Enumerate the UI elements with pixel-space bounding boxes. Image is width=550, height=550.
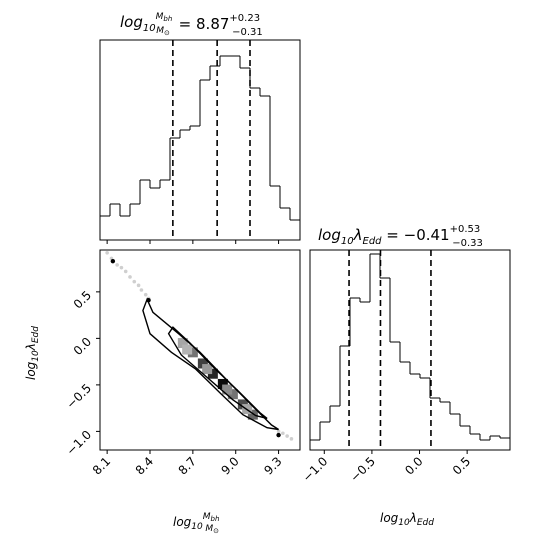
edd-hist-xtick-label: 0.5 bbox=[450, 454, 473, 477]
scatter-point bbox=[119, 265, 124, 270]
outlier-point bbox=[276, 432, 281, 438]
scatter-point bbox=[136, 283, 141, 288]
density-xtick-label: 8.4 bbox=[133, 454, 156, 477]
density-cell bbox=[247, 409, 258, 420]
density-ytick-label: −1.0 bbox=[64, 428, 95, 459]
x-axis-label-mass: log10Mbh M⊙ bbox=[173, 512, 219, 535]
density-cell bbox=[217, 378, 228, 389]
scatter-point bbox=[276, 429, 281, 434]
y-axis-label-eddington: log10λEdd bbox=[24, 326, 41, 380]
edd-hist-xtick-label: −0.5 bbox=[348, 454, 379, 485]
scatter-point bbox=[128, 275, 132, 279]
scatter-point bbox=[285, 434, 289, 438]
edd-hist-xtick-label: 0.0 bbox=[402, 454, 425, 477]
density-ytick-label: −0.5 bbox=[64, 381, 95, 412]
density-cell bbox=[227, 389, 238, 400]
density-cell bbox=[222, 384, 233, 395]
edd-hist-frame bbox=[309, 249, 511, 451]
density-xtick-label: 8.7 bbox=[176, 454, 199, 477]
scatter-point bbox=[132, 279, 137, 284]
eddington-histogram-panel: −1.0 −0.5 0.0 0.5 bbox=[300, 249, 511, 485]
density-cell bbox=[202, 364, 213, 375]
scatter-point bbox=[139, 288, 144, 292]
scatter-point bbox=[143, 292, 148, 297]
x-axis-label-eddington: log10λEdd bbox=[380, 511, 434, 528]
density-ytick-label: 0.5 bbox=[71, 288, 94, 311]
density-ytick-label: 0.0 bbox=[71, 335, 94, 358]
density-panel: 8.1 8.4 8.7 9.0 9.3 −1.0 −0.5 0.0 0.5 bbox=[64, 249, 301, 478]
density-cell bbox=[182, 344, 193, 355]
density-cell bbox=[197, 358, 208, 369]
inner-contour bbox=[167, 326, 268, 420]
scatter-point bbox=[105, 250, 109, 255]
density-frame bbox=[99, 249, 301, 451]
density-xtick-label: 9.3 bbox=[261, 454, 284, 477]
scatter-point bbox=[289, 437, 294, 441]
outlier-point bbox=[146, 298, 151, 303]
scatter-point bbox=[281, 431, 285, 436]
density-cell bbox=[177, 338, 188, 349]
density-xtick-label: 8.1 bbox=[90, 454, 113, 477]
scatter-point bbox=[123, 269, 128, 274]
mass-hist-frame bbox=[99, 39, 301, 241]
density-cell bbox=[207, 368, 218, 379]
outlier-point bbox=[110, 258, 116, 264]
edd-hist-xtick-label: −1.0 bbox=[300, 454, 331, 485]
density-xtick-label: 9.0 bbox=[218, 454, 241, 477]
mass-histogram-title: log10Mbh M⊙ = 8.87+0.23 −0.31 bbox=[120, 12, 263, 38]
density-cell bbox=[187, 347, 198, 358]
scatter-point bbox=[115, 263, 119, 267]
eddington-histogram-title: log10λEdd = −0.41+0.53 −0.33 bbox=[318, 224, 483, 249]
mass-histogram-panel bbox=[99, 39, 301, 244]
